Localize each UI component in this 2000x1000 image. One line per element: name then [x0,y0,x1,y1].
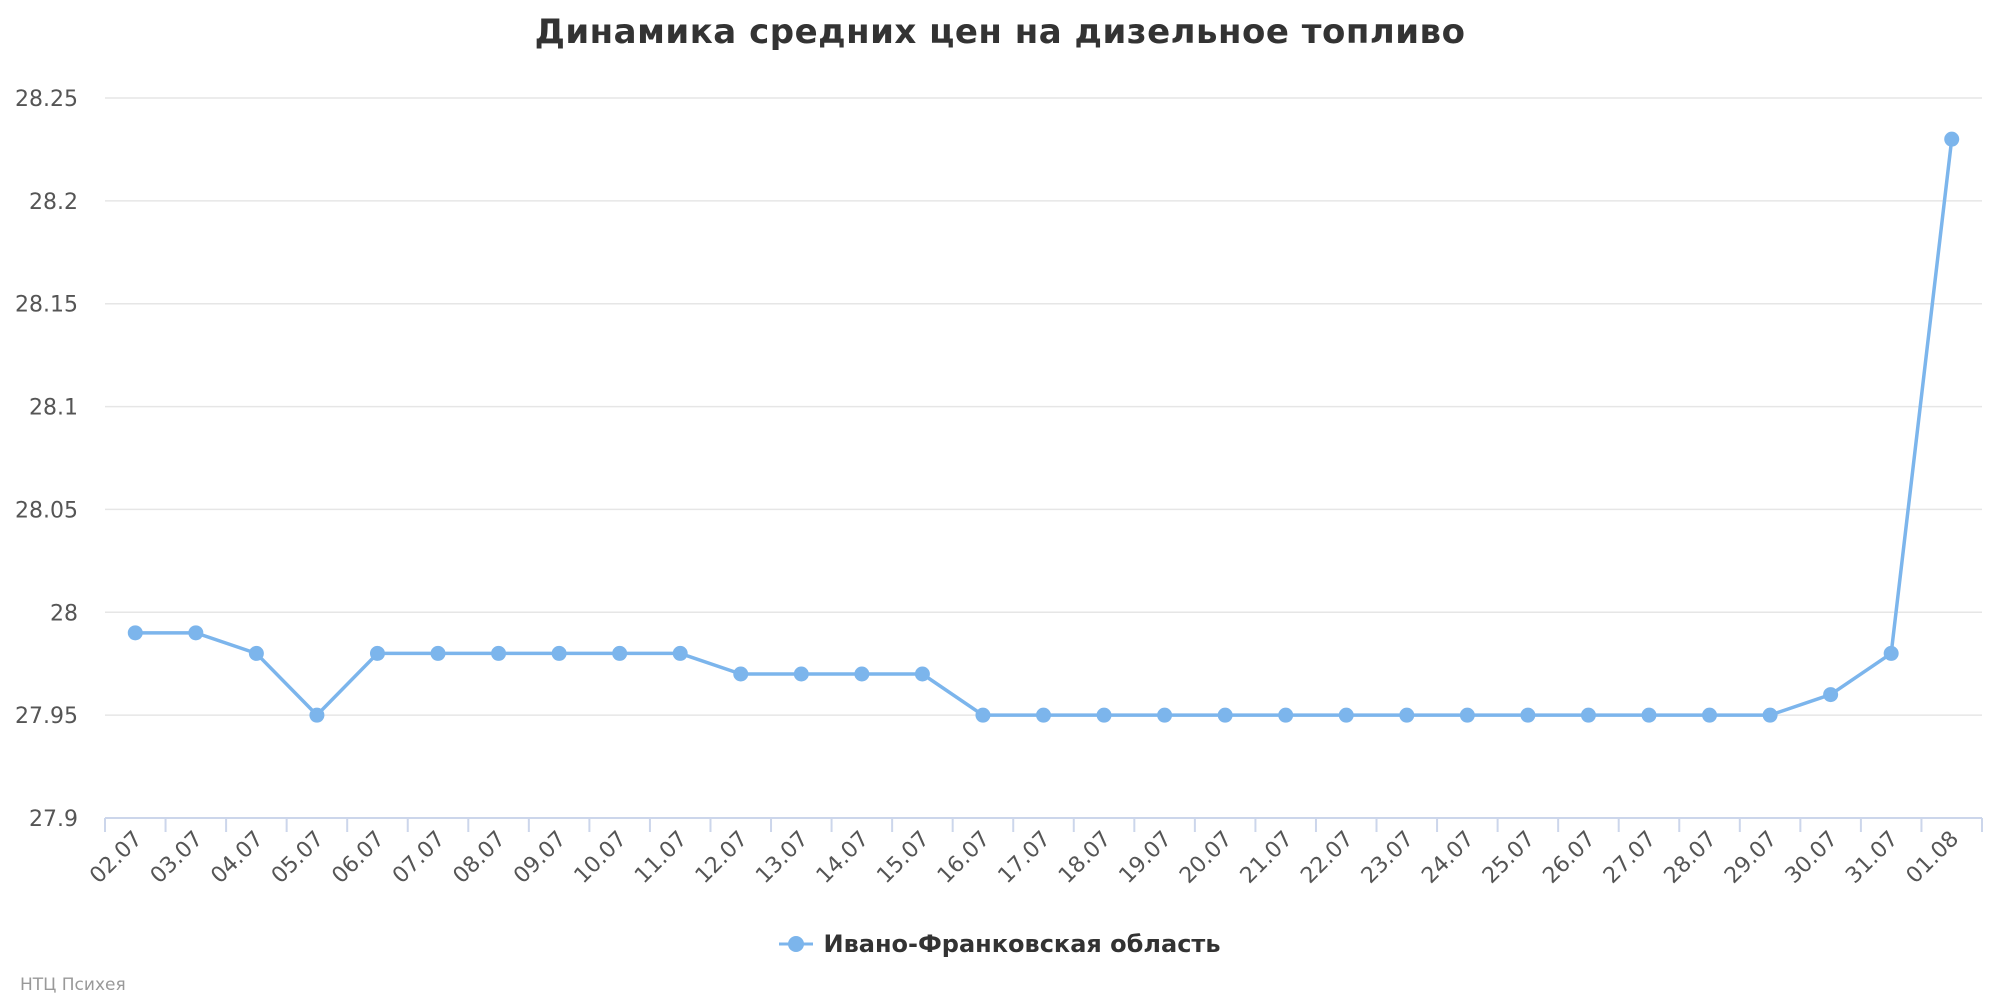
data-point[interactable] [1944,131,1960,147]
x-tick-label: 12.07 [691,827,753,889]
data-point[interactable] [309,707,325,723]
data-point[interactable] [1823,687,1839,703]
data-point[interactable] [1459,707,1475,723]
data-point[interactable] [551,645,567,661]
x-tick-label: 17.07 [994,827,1056,889]
x-tick-label: 15.07 [872,827,934,889]
x-tick-label: 29.07 [1720,827,1782,889]
x-tick-label: 20.07 [1175,827,1237,889]
x-tick-label: 07.07 [388,827,450,889]
x-tick-label: 08.07 [449,827,511,889]
y-tick-label: 28.05 [15,498,78,523]
data-point[interactable] [1157,707,1173,723]
y-tick-label: 28.25 [15,87,78,112]
x-tick-label: 22.07 [1296,827,1358,889]
x-tick-label: 04.07 [206,827,268,889]
grid-lines [105,97,1982,716]
data-point[interactable] [127,625,143,641]
data-point[interactable] [914,666,930,682]
data-point[interactable] [793,666,809,682]
x-tick-label: 13.07 [751,827,813,889]
y-tick-label: 28.2 [29,190,78,215]
x-axis: 02.0703.0704.0705.0706.0707.0708.0709.07… [85,817,1983,889]
y-tick-label: 27.95 [15,704,78,729]
data-point[interactable] [369,645,385,661]
x-tick-label: 14.07 [812,827,874,889]
data-point[interactable] [1217,707,1233,723]
data-point[interactable] [1278,707,1294,723]
x-tick-label: 27.07 [1599,827,1661,889]
x-tick-label: 01.08 [1902,827,1964,889]
x-tick-label: 24.07 [1417,827,1479,889]
x-tick-label: 10.07 [570,827,632,889]
x-tick-label: 06.07 [327,827,389,889]
data-point[interactable] [188,625,204,641]
data-point[interactable] [1702,707,1718,723]
data-point[interactable] [1338,707,1354,723]
x-tick-label: 23.07 [1357,827,1419,889]
data-point[interactable] [1520,707,1536,723]
series-points-group [127,131,1960,723]
y-tick-label: 27.9 [29,807,78,832]
series-line [133,137,1954,717]
x-tick-label: 31.07 [1841,827,1903,889]
data-point[interactable] [1883,645,1899,661]
data-point[interactable] [248,645,264,661]
x-tick-label: 02.07 [85,827,147,889]
data-point[interactable] [430,645,446,661]
y-tick-label: 28 [50,601,78,626]
data-point[interactable] [1641,707,1657,723]
y-tick-label: 28.1 [29,396,78,421]
x-tick-label: 26.07 [1538,827,1600,889]
data-point[interactable] [854,666,870,682]
data-point[interactable] [1096,707,1112,723]
y-tick-label: 28.15 [15,293,78,318]
x-tick-label: 28.07 [1660,827,1722,889]
data-point[interactable] [1762,707,1778,723]
x-tick-label: 16.07 [933,827,995,889]
chart-title: Динамика средних цен на дизельное топлив… [534,12,1466,52]
data-point[interactable] [975,707,991,723]
data-point[interactable] [672,645,688,661]
y-axis-ticks: 27.9 27.95 28 28.05 28.1 28.15 28.2 28.25 [15,87,78,832]
data-point[interactable] [491,645,507,661]
credits[interactable]: НТЦ Психея [20,975,126,995]
x-tick-label: 05.07 [267,827,329,889]
x-tick-label: 30.07 [1781,827,1843,889]
x-tick-label: 18.07 [1054,827,1116,889]
legend-marker-icon [779,936,814,952]
x-tick-label: 19.07 [1115,827,1177,889]
data-point[interactable] [1399,707,1415,723]
x-tick-label: 03.07 [146,827,208,889]
x-tick-label: 11.07 [630,827,692,889]
data-point[interactable] [1036,707,1051,723]
data-point[interactable] [1580,707,1596,723]
x-tick-label: 09.07 [509,827,571,889]
data-point[interactable] [733,666,749,682]
legend[interactable]: Ивано-Франковская область [0,930,2000,958]
legend-label: Ивано-Франковская область [823,930,1221,958]
x-tick-label: 21.07 [1236,827,1298,889]
x-tick-label: 25.07 [1478,827,1540,889]
series-line-group [133,137,1954,717]
data-point[interactable] [612,645,628,661]
